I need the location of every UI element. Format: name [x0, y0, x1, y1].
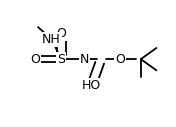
Text: HO: HO: [82, 79, 101, 92]
Text: O: O: [56, 27, 66, 40]
Text: O: O: [115, 53, 125, 66]
Text: S: S: [57, 53, 65, 66]
Text: N: N: [80, 53, 89, 66]
Text: NH: NH: [42, 33, 61, 46]
Text: O: O: [30, 53, 40, 66]
